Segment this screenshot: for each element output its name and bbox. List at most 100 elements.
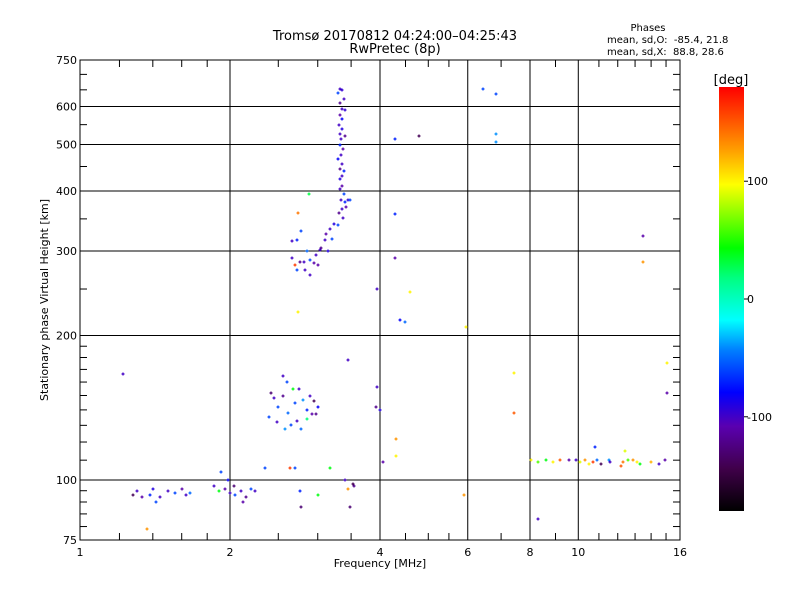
stats-x-mode: mean, sd,X: 88.8, 28.6 (607, 47, 724, 58)
data-point (267, 415, 271, 419)
data-point (312, 261, 316, 265)
data-point (494, 92, 498, 96)
data-point (536, 517, 540, 521)
data-point (340, 162, 344, 166)
data-point (348, 198, 352, 202)
data-point (398, 318, 402, 322)
data-point (536, 460, 540, 464)
data-point (544, 458, 548, 462)
data-point (272, 396, 276, 400)
data-point (337, 123, 341, 127)
data-point (332, 222, 336, 226)
data-point (295, 238, 299, 242)
data-point (151, 487, 155, 491)
data-point (166, 489, 170, 493)
data-point (269, 391, 273, 395)
data-point (657, 462, 661, 466)
data-point (285, 380, 289, 384)
data-point (253, 489, 257, 493)
colorbar-tick-label: 100 (747, 175, 768, 188)
data-point (462, 493, 466, 497)
data-point (310, 412, 314, 416)
data-point (583, 458, 587, 462)
data-point (131, 493, 135, 497)
data-point (641, 260, 645, 264)
data-point (341, 216, 345, 220)
data-point (665, 361, 669, 365)
x-tick-label: 1 (77, 546, 84, 559)
data-point (308, 394, 312, 398)
data-point (283, 427, 287, 431)
data-point (298, 489, 302, 493)
data-point (593, 445, 597, 449)
data-point (512, 371, 516, 375)
data-point (212, 484, 216, 488)
data-point (290, 239, 294, 243)
data-point (394, 437, 398, 441)
x-tick-label: 16 (673, 546, 687, 559)
x-tick-label: 6 (464, 546, 471, 559)
data-point (281, 394, 285, 398)
data-point (239, 489, 243, 493)
data-point (663, 458, 667, 462)
data-point (342, 192, 346, 196)
data-point (408, 290, 412, 294)
data-point (607, 458, 611, 462)
x-tick-label: 2 (227, 546, 234, 559)
data-point (340, 127, 344, 131)
data-point (417, 134, 421, 138)
data-point (343, 108, 347, 112)
data-point (188, 491, 192, 495)
data-point (339, 198, 343, 202)
data-point (342, 169, 346, 173)
data-point (591, 460, 595, 464)
data-point (286, 411, 290, 415)
colorbar-tick-label: -100 (747, 411, 772, 424)
data-point (336, 223, 340, 227)
data-point (312, 399, 316, 403)
y-tick-label: 750 (56, 54, 77, 67)
data-point (293, 401, 297, 405)
data-point (336, 91, 340, 95)
data-point (337, 211, 341, 215)
data-point (330, 237, 334, 241)
y-tick-label: 600 (56, 101, 77, 114)
data-point (567, 458, 571, 462)
data-point (307, 192, 311, 196)
data-point (140, 495, 144, 499)
data-point (154, 500, 158, 504)
data-point (631, 458, 635, 462)
stats-o-mode: mean, sd,O: -85.4, 21.8 (607, 35, 728, 46)
data-point (233, 493, 237, 497)
data-point (323, 238, 327, 242)
data-point (619, 464, 623, 468)
data-point (403, 320, 407, 324)
data-point (316, 263, 320, 267)
data-point (305, 249, 309, 253)
data-point (336, 157, 340, 161)
data-point (621, 460, 625, 464)
axis-ticks (80, 60, 680, 540)
data-point (394, 454, 398, 458)
data-point (295, 268, 299, 272)
data-point (578, 460, 582, 464)
y-tick-label: 75 (63, 534, 77, 547)
data-point (374, 405, 378, 409)
data-point (375, 287, 379, 291)
data-point (319, 246, 323, 250)
data-point (338, 187, 342, 191)
data-point (318, 248, 322, 252)
data-point (303, 268, 307, 272)
data-point (180, 487, 184, 491)
data-point (314, 253, 318, 257)
colorbar-label: [deg] (714, 73, 749, 88)
data-point (135, 489, 139, 493)
data-point (305, 417, 309, 421)
data-point (314, 412, 318, 416)
data-point (340, 174, 344, 178)
data-point (263, 466, 267, 470)
data-point (289, 423, 293, 427)
data-point (375, 385, 379, 389)
data-point (338, 132, 342, 136)
